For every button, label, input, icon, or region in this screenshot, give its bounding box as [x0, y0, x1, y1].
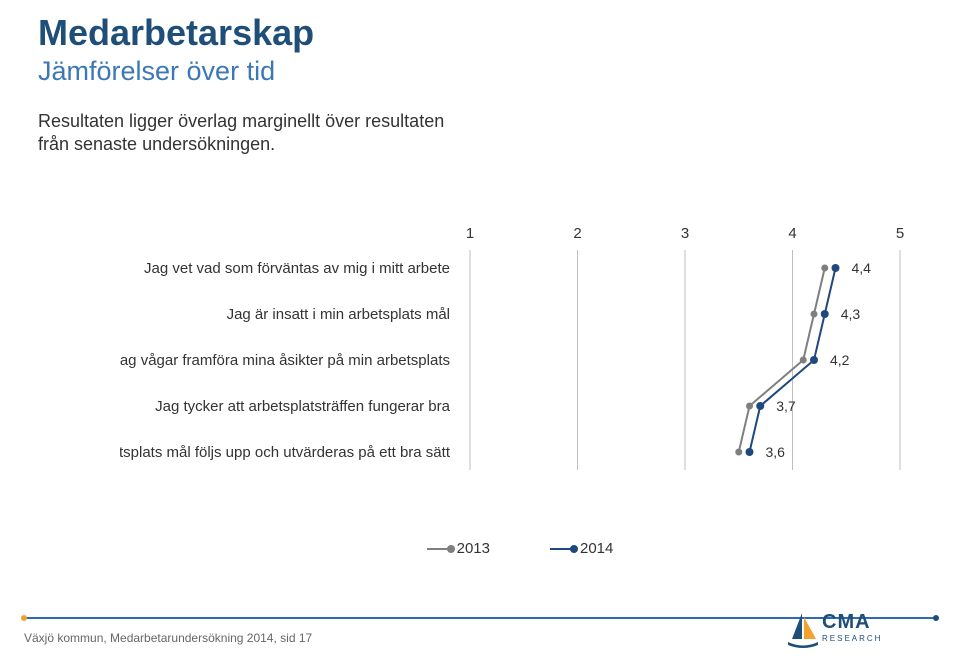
series-marker: [821, 310, 829, 318]
legend-dot-icon: [447, 545, 455, 553]
x-tick-label: 5: [896, 225, 904, 242]
category-label: Jag är insatt i min arbetsplats mål: [227, 306, 450, 323]
logo-text-sub: RESEARCH: [822, 634, 932, 643]
series-marker: [746, 448, 754, 456]
series-marker: [800, 357, 807, 364]
value-label: 4,2: [830, 352, 850, 368]
value-label: 4,4: [852, 260, 872, 276]
value-label: 4,3: [841, 306, 861, 322]
intro-text-line1: Resultaten ligger överlag marginellt öve…: [38, 111, 444, 131]
x-tick-label: 2: [573, 225, 581, 242]
series-marker: [821, 265, 828, 272]
intro-text: Resultaten ligger överlag marginellt öve…: [38, 110, 444, 157]
series-marker: [832, 264, 840, 272]
footer-rule-dot-left: [21, 615, 27, 621]
legend-swatch: [550, 548, 574, 550]
category-label: Min arbetsplats mål följs upp och utvärd…: [120, 444, 451, 461]
value-label: 3,7: [776, 398, 796, 414]
x-tick-label: 1: [466, 225, 474, 242]
logo-text-main: CMA: [822, 611, 932, 634]
x-tick-label: 3: [681, 225, 689, 242]
intro-text-line2: från senaste undersökningen.: [38, 134, 275, 154]
legend-dot-icon: [570, 545, 578, 553]
chart-legend: 2013 2014: [120, 540, 920, 558]
sail-icon: [786, 609, 820, 649]
legend-label: 2013: [457, 540, 490, 557]
legend-item: 2014: [550, 540, 613, 557]
legend-swatch: [427, 548, 451, 550]
series-marker: [810, 356, 818, 364]
footer-text: Växjö kommun, Medarbetarundersökning 201…: [24, 631, 312, 645]
cma-logo: CMA RESEARCH: [822, 611, 932, 651]
series-marker: [735, 449, 742, 456]
category-label: Jag vet vad som förväntas av mig i mitt …: [144, 260, 450, 277]
page-subtitle: Jämförelser över tid: [38, 56, 275, 87]
category-label: Jag tycker att arbetsplatsträffen funger…: [155, 398, 451, 415]
legend-label: 2014: [580, 540, 613, 557]
value-label: 3,6: [766, 444, 786, 460]
series-marker: [746, 403, 753, 410]
page-title: Medarbetarskap: [38, 12, 314, 54]
comparison-chart: 1 2 3 4 5 Jag vet vad som förväntas av mig i …: [120, 210, 920, 530]
x-tick-label: 4: [788, 225, 796, 242]
category-label: Jag vågar framföra mina åsikter på min a…: [120, 352, 450, 369]
legend-item: 2013: [427, 540, 490, 557]
footer-rule-dot-right: [933, 615, 939, 621]
series-marker: [756, 402, 764, 410]
series-marker: [811, 311, 818, 318]
